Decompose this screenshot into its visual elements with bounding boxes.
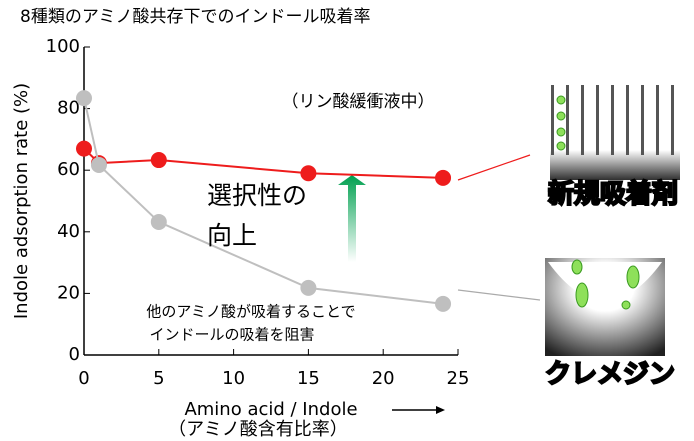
connector (457, 154, 531, 181)
chart-title: 8種類のアミノ酸共存下でのインドール吸着率 (20, 7, 370, 27)
data-point (435, 295, 452, 312)
data-point (90, 156, 107, 173)
y-tick-label: 60 (57, 159, 80, 180)
data-point (435, 169, 452, 186)
y-tick-label: 20 (57, 282, 80, 303)
data-point (300, 165, 317, 182)
x-tick-label: 15 (297, 368, 320, 389)
annotation: 選択性の (207, 181, 307, 210)
annotation: 向上 (207, 221, 257, 250)
x-axis-label: Amino acid / Indole (184, 399, 357, 420)
x-axis-sublabel: （アミノ酸含有比率） (168, 419, 348, 440)
annotation: インドールの吸着を阻害 (149, 326, 314, 344)
y-tick-label: 40 (57, 221, 80, 242)
adsorbent-image (550, 85, 680, 180)
data-point (150, 152, 167, 169)
series-line (83, 147, 444, 179)
annotation: 他のアミノ酸が吸着することで (146, 303, 355, 321)
x-tick-label: 10 (222, 368, 245, 389)
x-tick-label: 0 (78, 368, 89, 389)
data-point (76, 140, 92, 157)
series-label: 新規吸着剤 (548, 180, 678, 210)
y-tick-label: 100 (46, 36, 80, 57)
x-tick-label: 5 (153, 368, 164, 389)
series-label: クレメジン (545, 360, 675, 390)
data-point (76, 90, 92, 107)
x-tick-label: 20 (372, 368, 395, 389)
clemedin-image (545, 258, 665, 356)
arrow-head (436, 406, 445, 414)
data-point (300, 279, 317, 296)
y-axis-label: Indole adsorption rate (%) (11, 83, 32, 319)
annotation: （リン酸緩衝液中） (282, 92, 435, 112)
x-tick-label: 25 (447, 368, 470, 389)
connector (457, 289, 541, 301)
green-arrow (338, 175, 366, 262)
data-point (150, 213, 167, 230)
y-tick-label: 0 (69, 344, 80, 365)
y-tick-label: 80 (57, 98, 80, 119)
